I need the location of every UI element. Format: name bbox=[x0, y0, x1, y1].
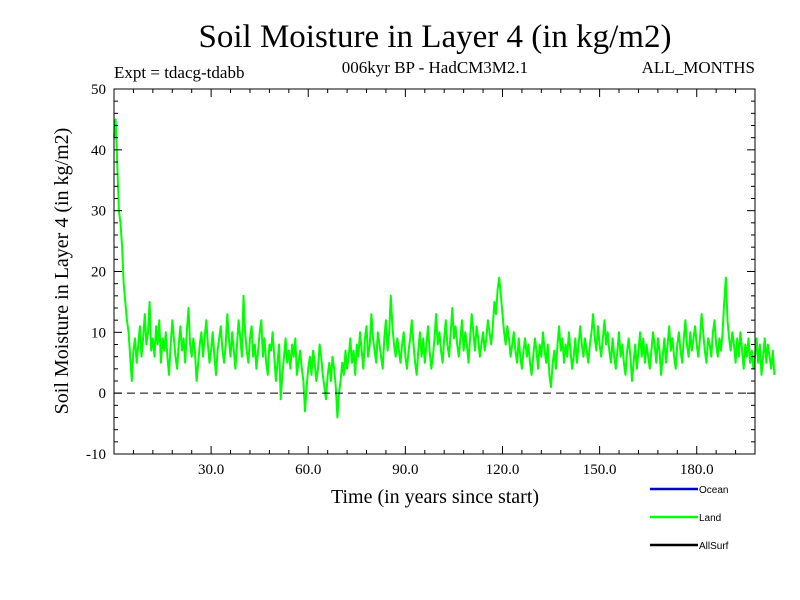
y-tick-label: 10 bbox=[91, 325, 106, 341]
y-axis-label: Soil Moisture in Layer 4 (in kg/m2) bbox=[51, 128, 73, 415]
legend-ocean-label: Ocean bbox=[699, 485, 728, 496]
season-label: ALL_MONTHS bbox=[642, 58, 755, 77]
x-tick-label: 90.0 bbox=[392, 462, 418, 478]
legend-land-label: Land bbox=[699, 513, 721, 524]
y-tick-label: -10 bbox=[86, 447, 106, 463]
x-tick-label: 30.0 bbox=[198, 462, 224, 478]
x-tick-label: 60.0 bbox=[295, 462, 321, 478]
chart-subtitle: 006kyr BP - HadCM3M2.1 bbox=[342, 58, 528, 77]
legend: Ocean Land AllSurf bbox=[650, 485, 729, 552]
y-tick-label: 30 bbox=[91, 204, 106, 220]
y-tick-label: 50 bbox=[91, 82, 106, 98]
experiment-label: Expt = tdacg-tdabb bbox=[114, 63, 244, 82]
y-tick-label: 40 bbox=[91, 143, 106, 159]
series-line-land bbox=[113, 118, 776, 419]
x-tick-label: 150.0 bbox=[583, 462, 617, 478]
plot-area: -10 0 10 20 30 40 50 30.0 60.0 90.0 120.0 150.0 180.… bbox=[86, 82, 776, 478]
y-tick-label: 0 bbox=[99, 386, 107, 402]
x-tick-label: 120.0 bbox=[486, 462, 520, 478]
x-tick-label: 180.0 bbox=[680, 462, 714, 478]
y-tick-label: 20 bbox=[91, 265, 106, 281]
x-axis-label: Time (in years since start) bbox=[331, 486, 539, 508]
chart-title: Soil Moisture in Layer 4 (in kg/m2) bbox=[199, 19, 672, 55]
legend-allsurf-label: AllSurf bbox=[699, 541, 729, 552]
